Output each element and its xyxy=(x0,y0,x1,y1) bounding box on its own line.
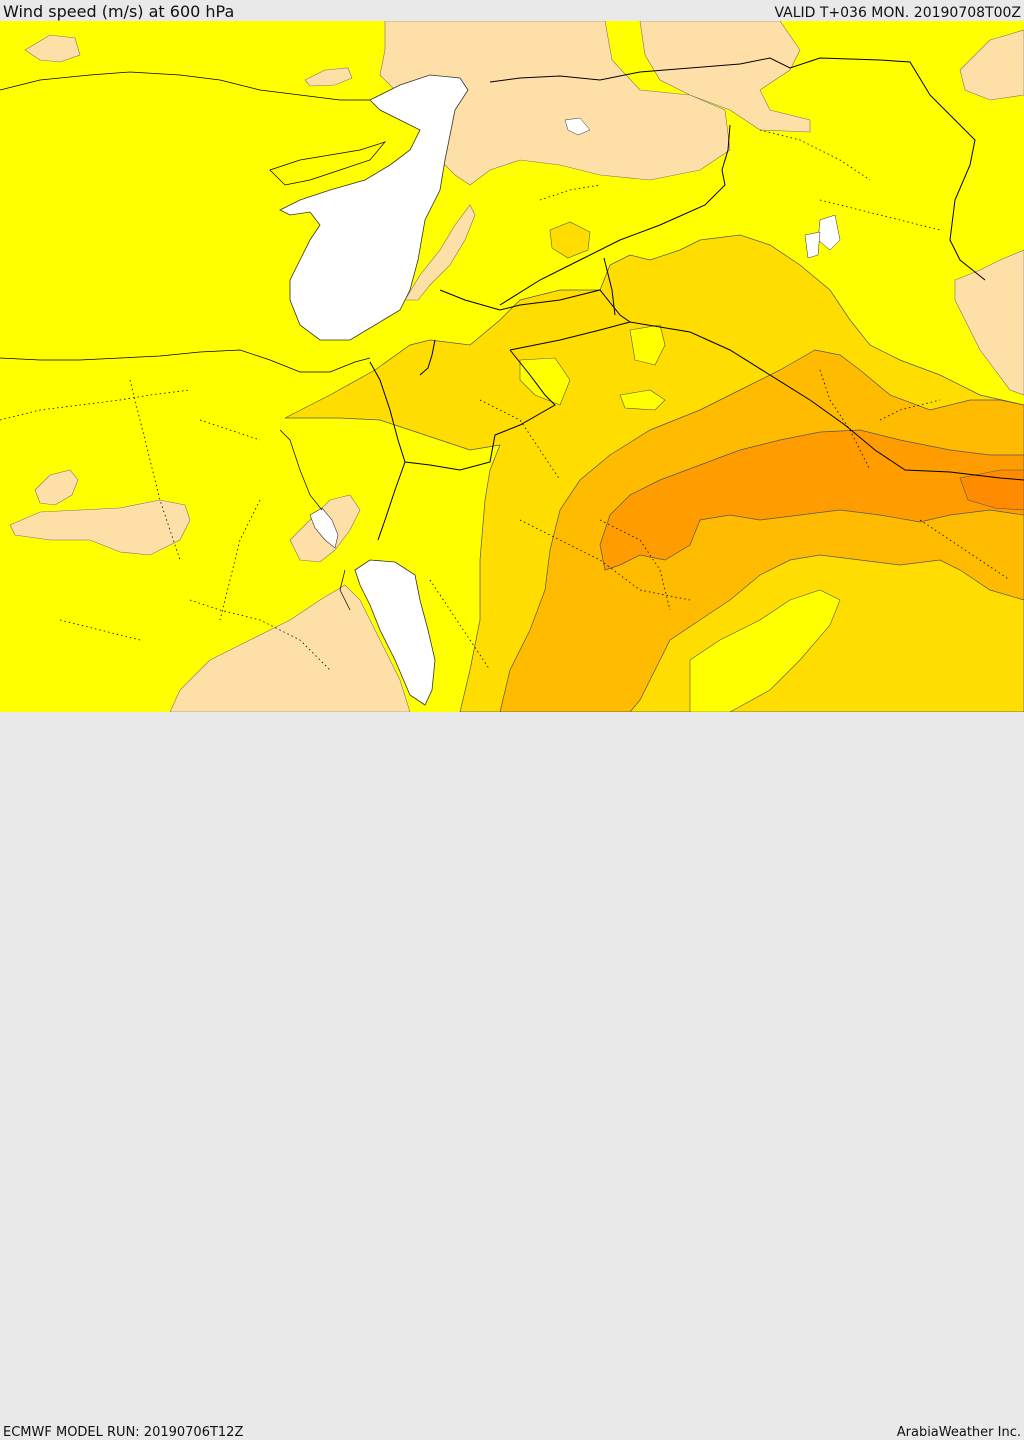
country-borders xyxy=(369,57,1024,541)
footer-bar: ECMWF MODEL RUN: 20190706T12Z ArabiaWeat… xyxy=(0,712,1024,1440)
calm-area-far-northeast xyxy=(959,29,1024,101)
calm-area-northeast xyxy=(639,21,811,133)
map-title: Wind speed (m/s) at 600 hPa xyxy=(3,2,235,21)
lakes xyxy=(564,117,841,259)
red-sea-north xyxy=(354,559,436,706)
light-wind-pocket-2 xyxy=(619,389,666,411)
calm-area-west xyxy=(9,499,191,556)
moderate-wind-blob xyxy=(549,221,591,259)
calm-area-northwest-islands xyxy=(24,34,81,63)
calm-area-lebanon xyxy=(404,204,476,301)
valid-time: VALID T+036 MON. 20190708T00Z xyxy=(774,5,1021,21)
header-bar: Wind speed (m/s) at 600 hPa VALID T+036 … xyxy=(0,0,1024,21)
model-run: ECMWF MODEL RUN: 20190706T12Z xyxy=(3,1425,244,1440)
calm-area-west-small xyxy=(34,469,79,506)
calm-area-south xyxy=(169,584,411,712)
coastlines xyxy=(0,71,387,611)
calm-area-east xyxy=(954,249,1024,396)
stronger-wind-area xyxy=(959,469,1024,511)
strong-wind-area xyxy=(599,429,1024,571)
wind-speed-map xyxy=(0,21,1024,712)
mediterranean-sea xyxy=(279,74,469,341)
calm-area-aegean xyxy=(304,67,353,87)
internal-boundaries xyxy=(0,129,1011,671)
light-wind-pocket-3 xyxy=(519,357,571,406)
gulf-of-suez xyxy=(309,507,339,549)
light-wind-pocket-5 xyxy=(689,589,841,712)
credit-text: ArabiaWeather Inc. xyxy=(896,1425,1021,1440)
